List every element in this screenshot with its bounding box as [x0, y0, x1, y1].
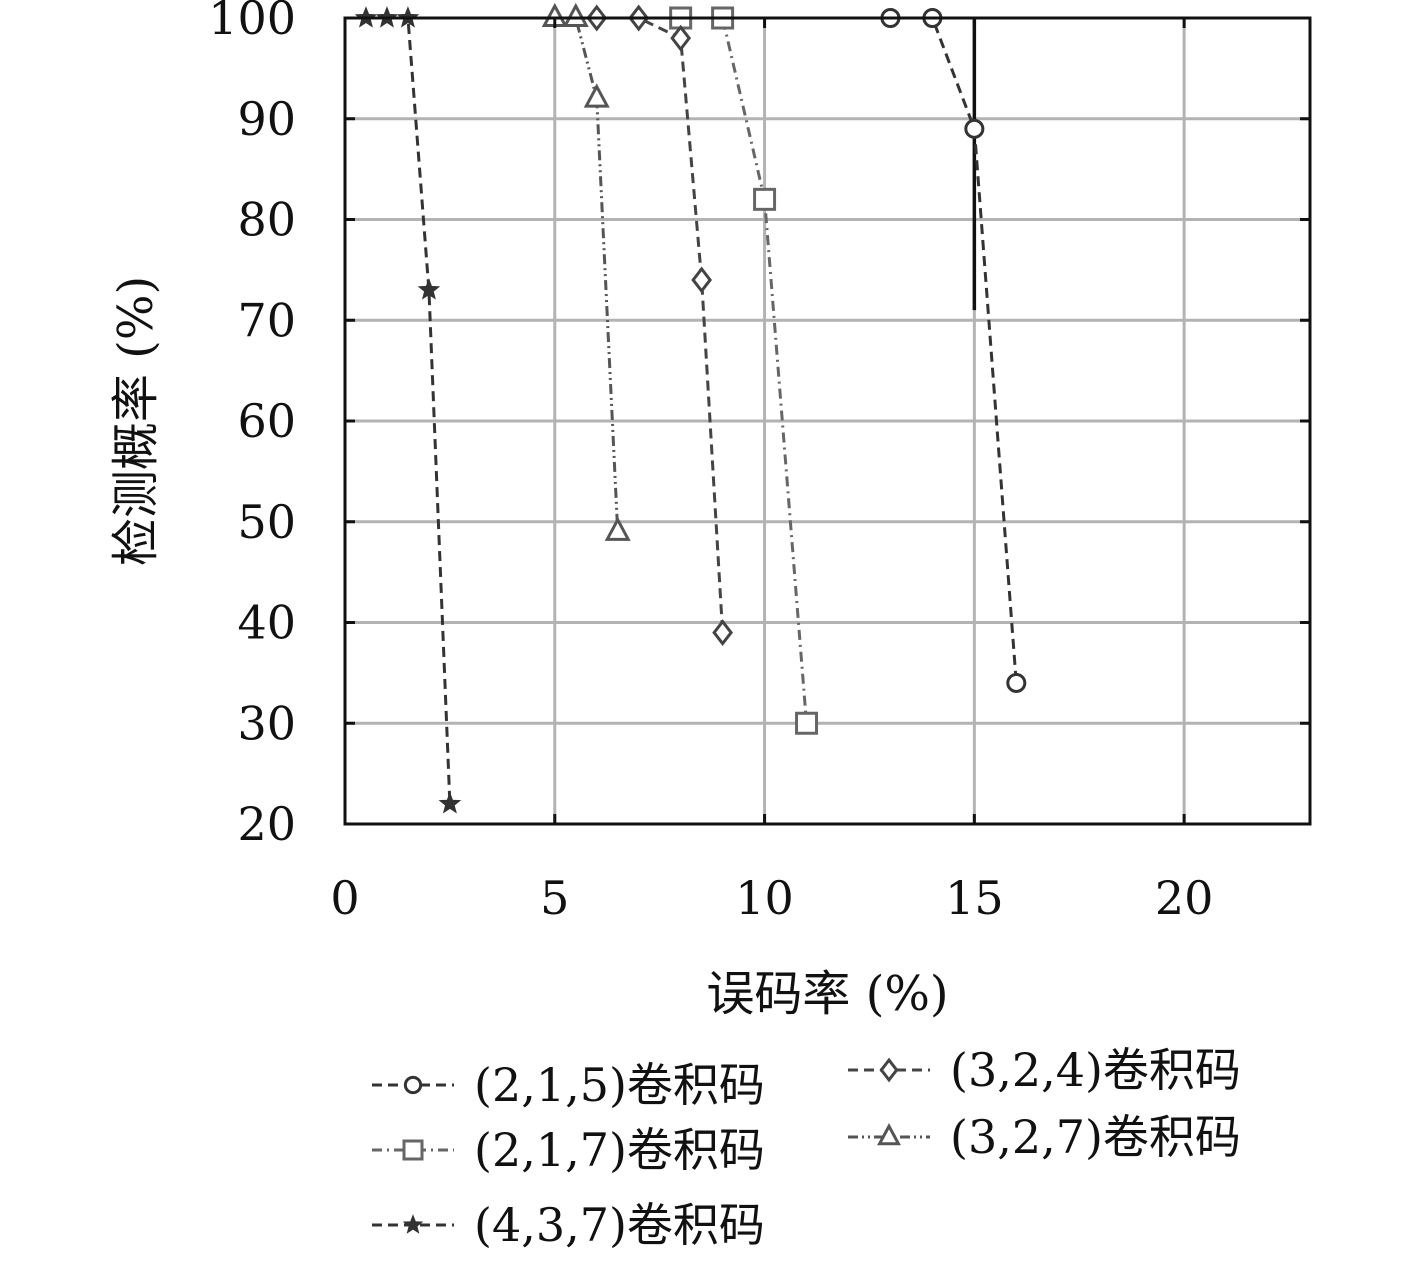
legend-marker	[402, 1139, 424, 1161]
x-tick-label: 10	[735, 871, 794, 925]
y-tick-label: 50	[237, 495, 296, 549]
x-tick-label: 5	[540, 871, 569, 925]
x-axis-label: 误码率 (%)	[706, 966, 948, 1022]
x-tick-label: 0	[330, 871, 359, 925]
legend-item: (3,2,4)卷积码	[848, 1043, 1241, 1097]
data-point	[417, 278, 441, 300]
legend-marker	[879, 1057, 899, 1083]
legend-marker	[402, 1214, 424, 1234]
legend-marker	[403, 1075, 423, 1095]
y-tick-label: 90	[237, 92, 296, 146]
series-line	[554, 16, 620, 532]
legend-label: (3,2,7)卷积码	[950, 1110, 1241, 1164]
series-1	[669, 6, 819, 735]
series-group	[354, 2, 1027, 814]
legend-marker	[877, 1123, 901, 1146]
y-axis-label: 检测概率 (%)	[108, 276, 164, 566]
grid-lines	[343, 16, 1310, 826]
y-tick-label: 30	[237, 696, 296, 750]
data-point	[604, 516, 631, 541]
series-2	[354, 6, 462, 814]
y-tick-label: 80	[237, 193, 296, 247]
data-point	[1006, 672, 1027, 693]
legend-item: (2,1,7)卷积码	[372, 1123, 765, 1177]
data-point	[670, 24, 692, 52]
data-point	[753, 187, 777, 211]
data-point	[795, 711, 819, 735]
series-4	[541, 2, 631, 541]
legend-label: (4,3,7)卷积码	[474, 1198, 765, 1252]
y-tick-label: 100	[208, 0, 296, 45]
y-tick-label: 60	[237, 394, 296, 448]
y-tick-label: 40	[237, 596, 296, 650]
data-point	[562, 2, 589, 27]
legend-label: (2,1,7)卷积码	[474, 1123, 765, 1177]
series-line	[365, 16, 452, 804]
x-tick-label: 20	[1155, 871, 1214, 925]
data-point	[691, 266, 713, 294]
y-tick-label: 70	[237, 293, 296, 347]
series-0	[880, 8, 1027, 693]
legend-item: (4,3,7)卷积码	[372, 1198, 765, 1252]
x-tick-label: 15	[945, 871, 1004, 925]
legend-label: (2,1,5)卷积码	[474, 1058, 765, 1112]
data-point	[964, 118, 985, 139]
y-tick-label: 20	[237, 797, 296, 851]
data-point	[712, 619, 734, 647]
data-point	[438, 791, 462, 814]
data-point	[583, 83, 610, 108]
ticks: 0 5 10 15 20 20 30 40 50 60 70 80 90 100	[208, 0, 1310, 925]
series-line	[680, 16, 809, 724]
legend-label: (3,2,4)卷积码	[950, 1043, 1241, 1097]
legend: (2,1,5)卷积码 (2,1,7)卷积码 (4,3,7)卷积码 (3,2,4)卷积码…	[372, 1043, 1241, 1252]
legend-item: (2,1,5)卷积码	[372, 1058, 765, 1112]
legend-item: (3,2,7)卷积码	[848, 1110, 1241, 1164]
series-3	[586, 4, 734, 647]
